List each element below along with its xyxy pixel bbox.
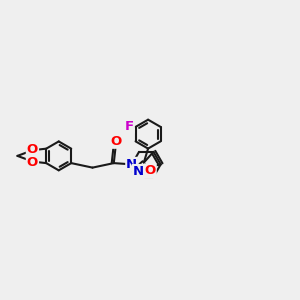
Text: F: F — [124, 120, 134, 133]
Text: O: O — [111, 135, 122, 148]
Text: N: N — [133, 165, 144, 178]
Text: O: O — [27, 156, 38, 169]
Text: N: N — [126, 158, 137, 171]
Text: O: O — [145, 164, 156, 177]
Text: O: O — [27, 143, 38, 156]
